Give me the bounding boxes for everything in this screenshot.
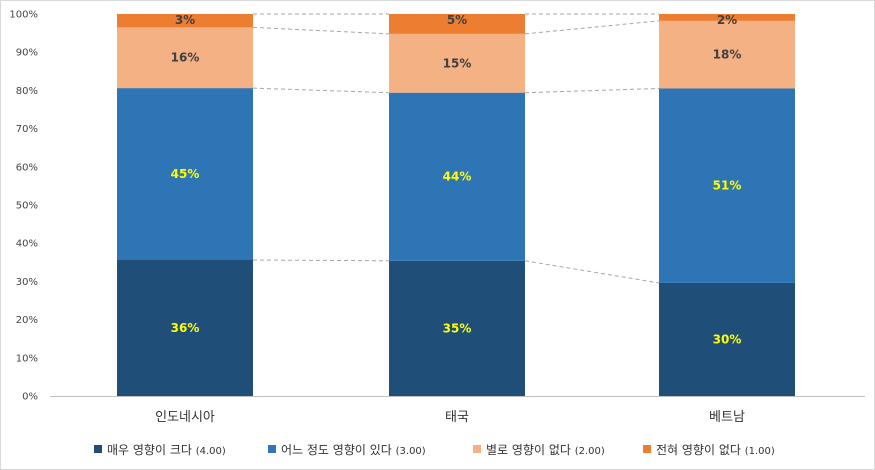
data-label: 30% [713, 332, 742, 346]
bar-segment [659, 14, 795, 21]
legend-swatch [473, 445, 481, 453]
bar-segment [659, 20, 795, 89]
y-tick-label: 100% [9, 10, 38, 21]
data-label: 51% [713, 179, 742, 193]
bar-segment [117, 14, 253, 28]
bar-segment [389, 260, 525, 396]
y-tick-label: 40% [16, 239, 38, 250]
y-tick-label: 80% [16, 86, 38, 97]
series-line [252, 87, 390, 94]
bar-segment [659, 282, 795, 396]
legend-swatch [94, 445, 102, 453]
series-line [252, 26, 390, 35]
series-line [252, 259, 390, 262]
data-label: 16% [171, 51, 200, 65]
y-tick-label: 30% [16, 277, 38, 288]
bar-segment [389, 92, 525, 261]
y-tick-label: 50% [16, 201, 38, 212]
legend-swatch [268, 445, 276, 453]
legend-score: (2.00) [575, 446, 605, 457]
data-label: 35% [443, 321, 472, 335]
y-tick-label: 20% [16, 315, 38, 326]
data-label: 45% [171, 167, 200, 181]
bar-segment [117, 260, 253, 396]
bar-segment [117, 88, 253, 261]
legend-label: 어느 정도 영향이 있다 (3.00) [281, 443, 426, 457]
y-tick-label: 70% [16, 124, 38, 135]
data-label: 44% [443, 170, 472, 184]
bar-segment [389, 14, 525, 34]
category-label: 인도네시아 [155, 410, 215, 425]
bar-segment [389, 33, 525, 93]
category-label: 태국 [445, 410, 469, 425]
y-tick-label: 60% [16, 162, 38, 173]
data-label: 3% [175, 13, 195, 27]
data-label: 2% [717, 13, 737, 27]
data-label: 36% [171, 321, 200, 335]
y-tick-label: 0% [22, 392, 38, 403]
legend-score: (3.00) [396, 446, 426, 457]
y-tick-label: 90% [16, 48, 38, 59]
legend-label: 별로 영향이 없다 (2.00) [486, 443, 605, 457]
series-line [524, 260, 660, 284]
legend-score: (4.00) [196, 446, 226, 457]
legend-label: 전혀 영향이 없다 (1.00) [656, 443, 775, 457]
legend-label: 매우 영향이 크다 (4.00) [107, 443, 226, 457]
bar-segment [659, 88, 795, 283]
series-line [524, 20, 660, 35]
data-label: 15% [443, 56, 472, 70]
legend-score: (1.00) [745, 446, 775, 457]
data-label: 5% [447, 13, 467, 27]
bar-segment [117, 27, 253, 89]
y-tick-label: 10% [16, 353, 38, 364]
series-line [524, 87, 660, 94]
data-label: 18% [713, 48, 742, 62]
legend-swatch [643, 445, 651, 453]
category-label: 베트남 [709, 410, 745, 425]
